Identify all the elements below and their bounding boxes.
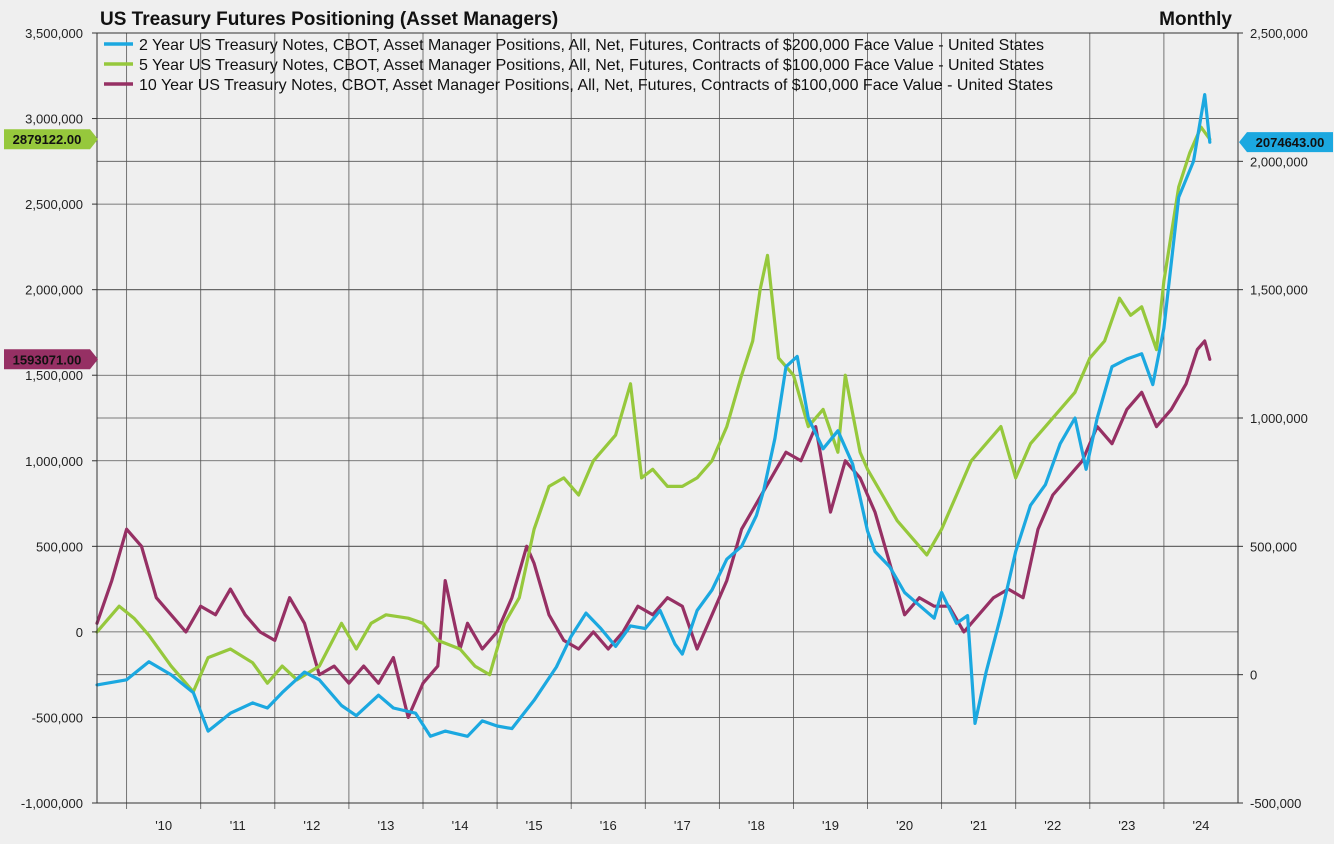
x-axis: '10 '11 '12 '13 '14 '15 '16 '17 '18 '19 '20 '21 '22 '…	[155, 818, 1209, 833]
left-tick-label: 2,000,000	[25, 283, 83, 298]
x-tick-label: '21	[970, 818, 987, 833]
right-tick-label: -500,000	[1250, 796, 1301, 811]
series-line-1	[95, 125, 1212, 694]
series-line-2	[95, 339, 1212, 720]
last-value-text: 2074643.00	[1256, 135, 1325, 150]
right-tick-label: 2,500,000	[1250, 26, 1308, 41]
last-value-badge	[4, 349, 98, 370]
left-axis: -1,000,000 -500,000 0 500,000 1,000,000 1,500…	[21, 26, 97, 811]
last-value-badge	[4, 129, 98, 150]
x-tick-label: '20	[896, 818, 913, 833]
left-tick-label: 0	[76, 625, 83, 640]
legend-label: 2 Year US Treasury Notes, CBOT, Asset Ma…	[139, 37, 1044, 54]
x-tick-label: '22	[1044, 818, 1061, 833]
legend-label: 5 Year US Treasury Notes, CBOT, Asset Ma…	[139, 57, 1044, 74]
right-tick-label: 500,000	[1250, 539, 1297, 554]
x-tick-label: '19	[822, 818, 839, 833]
series-line-0	[95, 92, 1212, 738]
left-tick-label: -500,000	[32, 710, 83, 725]
left-tick-label: 1,500,000	[25, 368, 83, 383]
x-tick-label: '23	[1118, 818, 1135, 833]
x-tick-label: '15	[526, 818, 543, 833]
x-tick-label: '14	[452, 818, 469, 833]
right-tick-label: 2,000,000	[1250, 154, 1308, 169]
legend: 2 Year US Treasury Notes, CBOT, Asset Ma…	[104, 37, 1053, 94]
x-tick-label: '12	[303, 818, 320, 833]
chart-title: US Treasury Futures Positioning (Asset M…	[100, 9, 558, 30]
right-tick-label: 1,500,000	[1250, 283, 1308, 298]
x-tick-label: '24	[1192, 818, 1209, 833]
series-layer	[95, 92, 1212, 738]
right-axis: -500,000 0 500,000 1,000,000 1,500,000 2,000,…	[1238, 26, 1308, 811]
x-tick-label: '18	[748, 818, 765, 833]
left-tick-label: 2,500,000	[25, 197, 83, 212]
left-tick-label: 3,000,000	[25, 112, 83, 127]
right-tick-label: 0	[1250, 668, 1257, 683]
x-tick-label: '10	[155, 818, 172, 833]
left-tick-label: -1,000,000	[21, 796, 83, 811]
x-tick-label: '11	[230, 818, 246, 833]
x-tick-label: '13	[377, 818, 394, 833]
x-tick-label: '17	[674, 818, 691, 833]
x-tick-label: '16	[600, 818, 617, 833]
legend-label: 10 Year US Treasury Notes, CBOT, Asset M…	[139, 77, 1053, 94]
last-value-text: 1593071.00	[13, 352, 82, 367]
frequency-label: Monthly	[1159, 9, 1232, 30]
right-tick-label: 1,000,000	[1250, 411, 1308, 426]
last-value-badge	[1239, 132, 1333, 153]
last-value-text: 2879122.00	[13, 132, 82, 147]
left-tick-label: 1,000,000	[25, 454, 83, 469]
left-tick-label: 3,500,000	[25, 26, 83, 41]
left-tick-label: 500,000	[36, 539, 83, 554]
grid-lines	[97, 33, 1238, 809]
last-value-badges: 2074643.00 2879122.00 1593071.00	[4, 129, 1333, 370]
